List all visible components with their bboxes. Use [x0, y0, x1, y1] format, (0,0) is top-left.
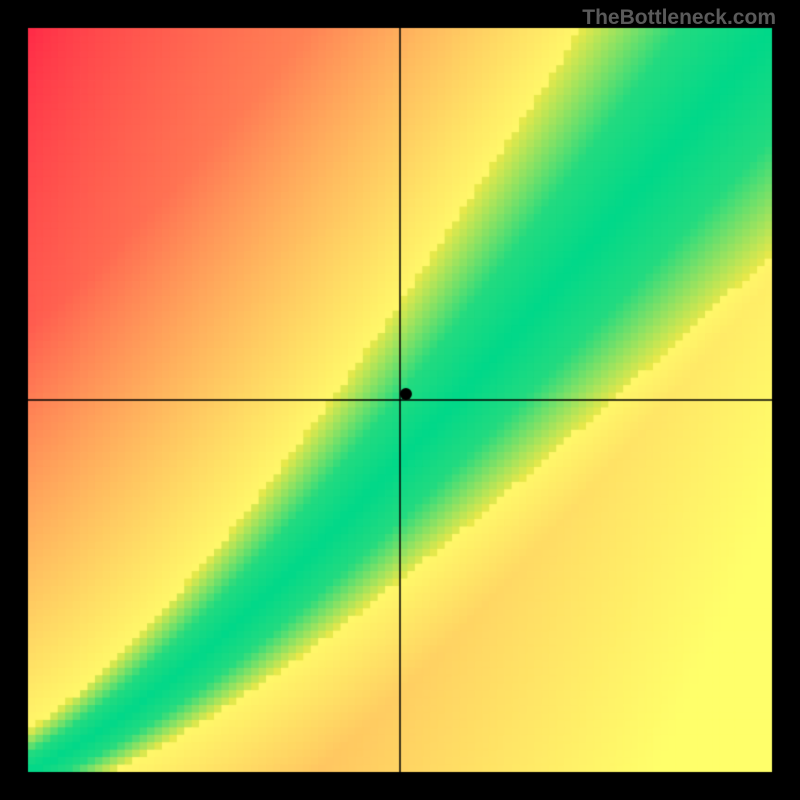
- heatmap-canvas: [0, 0, 800, 800]
- watermark-label: TheBottleneck.com: [582, 6, 776, 30]
- bottleneck-heatmap: TheBottleneck.com: [0, 0, 800, 800]
